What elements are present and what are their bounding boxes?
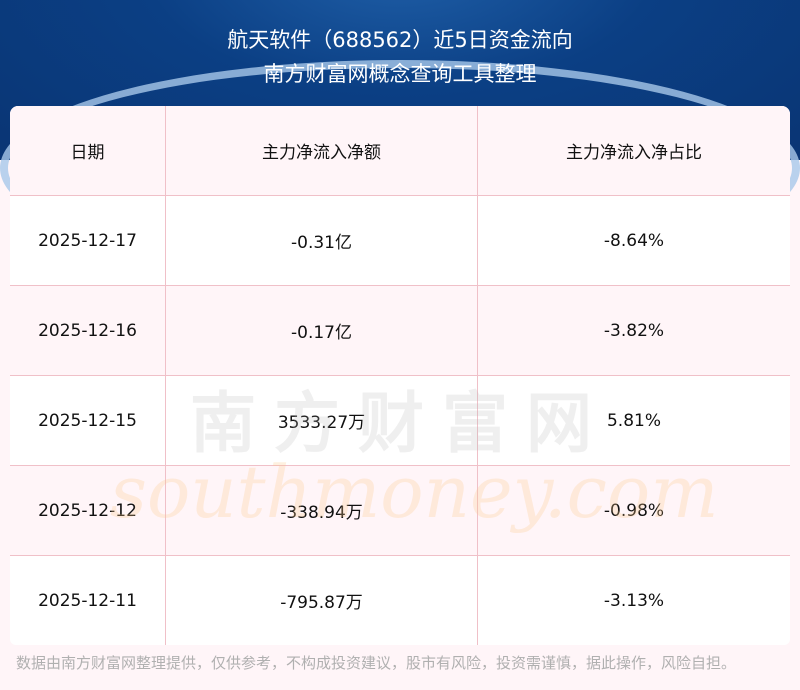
net-ratio-cell: -0.98% — [603, 500, 665, 521]
column-header-date: 日期 — [10, 106, 166, 195]
net-inflow-cell: -0.17亿 — [166, 286, 478, 375]
date-cell: 2025-12-16 — [10, 286, 166, 375]
fund-flow-table: 日期 主力净流入净额 主力净流入净占比 2025-12-17 -0.31亿 -8… — [10, 106, 790, 645]
date-cell: 2025-12-11 — [10, 556, 166, 645]
table-row: 2025-12-16 -0.17亿 -3.82% — [10, 286, 790, 376]
date-cell: 2025-12-17 — [10, 196, 166, 285]
disclaimer: 数据由南方财富网整理提供，仅供参考，不构成投资建议，股市有风险，投资需谨慎，据此… — [16, 654, 737, 672]
net-ratio-cell: -3.82% — [603, 320, 665, 341]
net-ratio-cell: 5.81% — [606, 410, 661, 431]
net-ratio-cell: -3.13% — [603, 590, 665, 611]
table-header-row: 日期 主力净流入净额 主力净流入净占比 — [10, 106, 790, 196]
net-inflow-cell: -0.31亿 — [166, 196, 478, 285]
table-row: 2025-12-11 -795.87万 -3.13% — [10, 556, 790, 645]
date-cell: 2025-12-15 — [10, 376, 166, 465]
table-row: 2025-12-15 3533.27万 5.81% — [10, 376, 790, 466]
column-header-net-ratio: 主力净流入净占比 — [566, 143, 702, 163]
page-title: 航天软件（688562）近5日资金流向 — [227, 28, 573, 52]
net-inflow-cell: 3533.27万 — [166, 376, 478, 465]
column-header-net-inflow: 主力净流入净额 — [166, 106, 478, 195]
net-inflow-cell: -795.87万 — [166, 556, 478, 645]
date-cell: 2025-12-12 — [10, 466, 166, 555]
net-inflow-cell: -338.94万 — [166, 466, 478, 555]
table-row: 2025-12-17 -0.31亿 -8.64% — [10, 196, 790, 286]
net-ratio-cell: -8.64% — [603, 230, 665, 251]
page-subtitle: 南方财富网概念查询工具整理 — [263, 62, 537, 86]
table-row: 2025-12-12 -338.94万 -0.98% — [10, 466, 790, 556]
